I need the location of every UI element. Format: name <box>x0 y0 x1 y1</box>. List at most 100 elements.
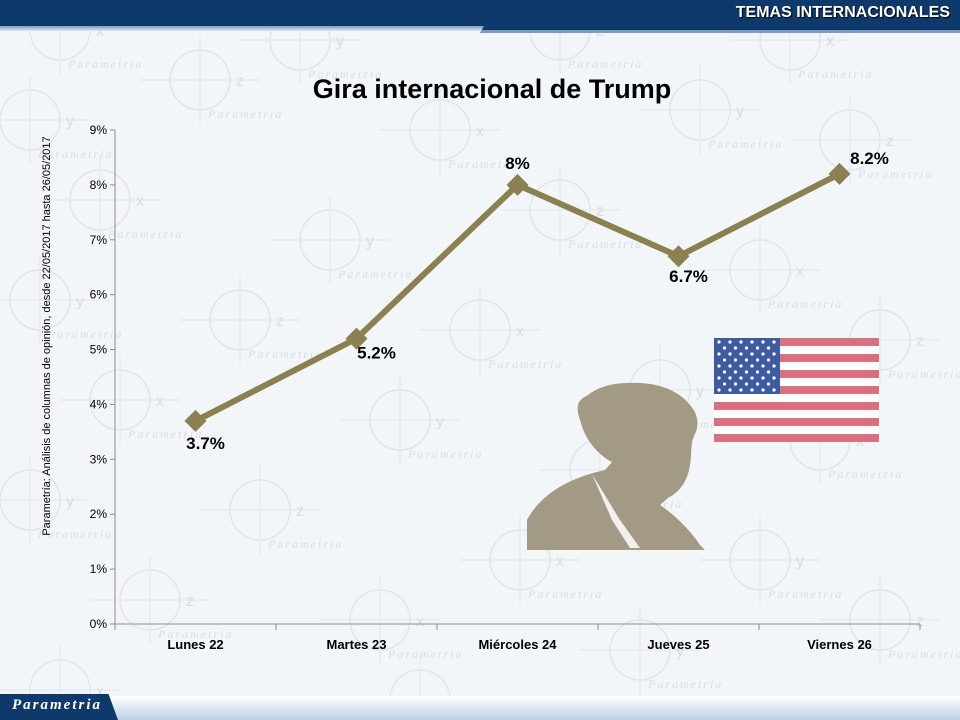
flag-star <box>744 346 749 350</box>
data-point-marker <box>345 327 368 350</box>
watermark-word: Parametria <box>47 327 123 341</box>
flag-star <box>755 370 760 374</box>
flag-star <box>728 364 732 368</box>
watermark-word: Parametria <box>797 67 873 81</box>
section-tab: TEMAS INTERNACIONALES <box>480 0 960 33</box>
watermark-glyph: y <box>76 293 84 310</box>
brand-tab: Parametria <box>0 694 118 720</box>
watermark-word: Parametria <box>67 57 143 71</box>
flag-stripe <box>714 402 879 410</box>
flag-star <box>772 376 776 380</box>
watermark-word: Parametria <box>567 237 643 251</box>
watermark-glyph: y <box>436 413 444 430</box>
flag-star <box>722 358 727 362</box>
watermark-glyph: y <box>336 33 344 50</box>
watermark-glyph: z <box>596 203 604 220</box>
watermark-glyph: z <box>236 73 244 90</box>
flag-star <box>750 352 754 356</box>
flag-star <box>755 382 760 386</box>
flag-star <box>772 352 776 356</box>
x-tick-label: Jueves 25 <box>647 637 709 652</box>
flag-stripe <box>714 354 879 362</box>
watermark-glyph: x <box>826 33 834 50</box>
flag-star <box>772 388 776 392</box>
flag-star <box>733 382 738 386</box>
decoration-layer <box>527 338 879 550</box>
flag-star <box>750 364 754 368</box>
flag-star <box>739 352 743 356</box>
watermark-word: Parametria <box>887 647 960 661</box>
watermark-word: Parametria <box>107 227 183 241</box>
flag-star <box>744 370 749 374</box>
data-point-marker <box>506 173 529 196</box>
section-title: TEMAS INTERNACIONALES <box>735 4 950 21</box>
flag-star <box>717 364 721 368</box>
flag-star <box>739 364 743 368</box>
flag-stripe <box>714 418 879 426</box>
y-tick-label: 7% <box>90 233 108 247</box>
x-tick-label: Lunes 22 <box>167 637 223 652</box>
flag-star <box>722 346 727 350</box>
watermark-glyph: z <box>916 333 924 350</box>
flag-star <box>761 340 765 344</box>
flag-stripe <box>714 434 879 442</box>
flag-star <box>733 346 738 350</box>
watermark-glyph: y <box>796 553 804 570</box>
chart-title: Gira internacional de Trump <box>312 74 672 104</box>
flag-star <box>766 346 771 350</box>
watermark-glyph: x <box>516 323 524 340</box>
x-tick-label: Viernes 26 <box>807 637 872 652</box>
flag-star <box>761 364 765 368</box>
watermark-word: Parametria <box>567 57 643 71</box>
brand-logo-text: Parametria <box>12 697 102 713</box>
watermark-word: Parametria <box>447 157 523 171</box>
watermark-glyph: x <box>96 23 104 40</box>
watermark-glyph: y <box>696 383 704 400</box>
flag-stripe <box>714 370 879 378</box>
y-tick-label: 2% <box>90 507 108 521</box>
flag-star <box>744 382 749 386</box>
chart-axes: 0% 1% 2% 3% 4% 5% 6% 7% 8% 9% Lunes 22 Martes 23 Mié… <box>90 123 921 652</box>
flag-star <box>755 346 760 350</box>
flag-star <box>739 388 743 392</box>
watermark-glyph: z <box>276 313 284 330</box>
watermark-glyph: x <box>96 683 104 700</box>
flag-star <box>717 352 721 356</box>
flag-star <box>739 340 743 344</box>
y-tick-label: 3% <box>90 452 108 466</box>
x-tick-label: Martes 23 <box>327 637 387 652</box>
flag-star <box>733 358 738 362</box>
watermark-glyph: x <box>156 393 164 410</box>
flag-star <box>766 370 771 374</box>
watermark-glyph: y <box>736 103 744 120</box>
footer-bar <box>0 696 960 720</box>
flag-star <box>728 340 732 344</box>
watermark-glyph: x <box>416 613 424 630</box>
flag-star <box>717 388 721 392</box>
flag-star <box>728 388 732 392</box>
top-banner-stripe <box>0 26 960 31</box>
flag-star <box>744 358 749 362</box>
flag-star <box>761 376 765 380</box>
x-tick-label: Miércoles 24 <box>478 637 557 652</box>
data-label: 8.2% <box>850 149 889 168</box>
watermark-word: Parametria <box>207 107 283 121</box>
watermark-word: Parametria <box>307 67 383 81</box>
us-flag-image <box>714 338 879 442</box>
chart-marks: 3.7% 5.2% 8% 6.7% 8.2% <box>184 149 889 453</box>
watermark-word: Parametria <box>857 167 933 181</box>
watermark-glyph: y <box>66 113 74 130</box>
watermark-glyph: z <box>886 133 894 150</box>
watermark-word: Parametria <box>767 297 843 311</box>
flag-star <box>761 388 765 392</box>
data-point-marker <box>184 409 207 432</box>
watermark-word: Parametria <box>707 137 783 151</box>
watermark-glyph: z <box>916 613 924 630</box>
watermark-glyph: y <box>366 233 374 250</box>
watermark-word: Parametria <box>827 467 903 481</box>
data-label: 3.7% <box>186 434 225 453</box>
watermark-glyph: y <box>676 643 684 660</box>
flag-star <box>717 376 721 380</box>
